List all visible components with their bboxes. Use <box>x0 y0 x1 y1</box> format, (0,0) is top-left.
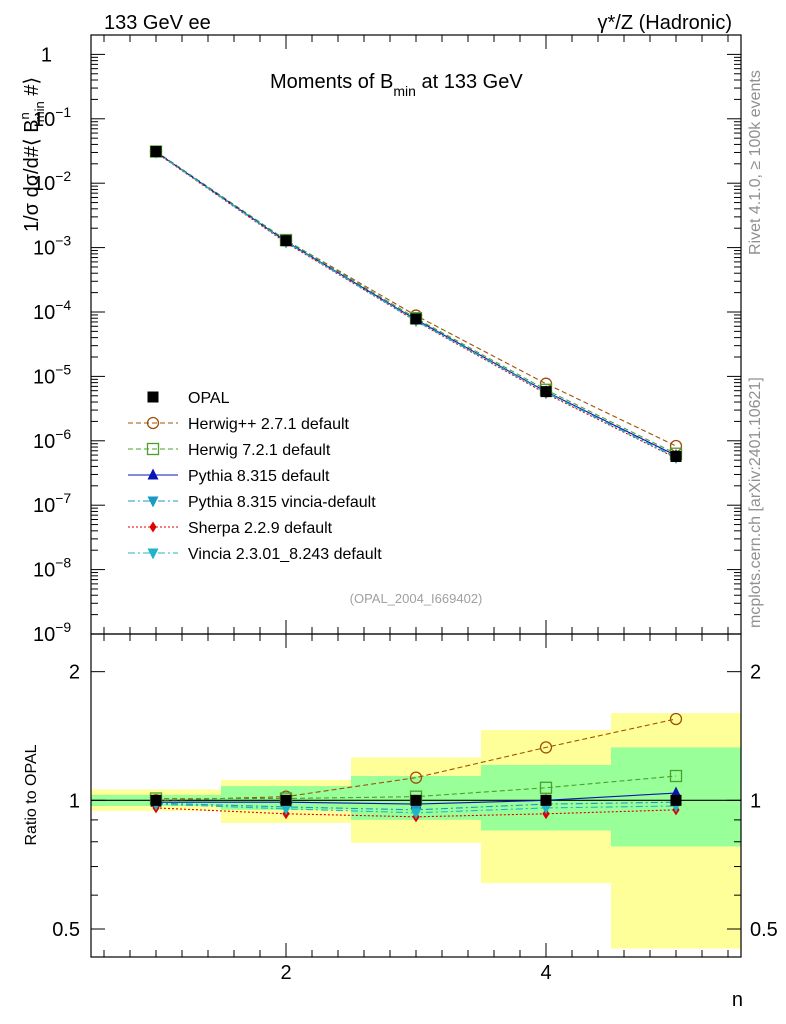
main-line-sherpa-2-2-9-default <box>155 152 677 459</box>
legend-marker <box>147 496 159 508</box>
ratio-y-tick-label: 0.5 <box>52 919 80 941</box>
mcplots-label: mcplots.cern.ch [arXiv:2401.10621] <box>747 377 764 628</box>
y-tick-label: 10−7 <box>33 490 71 517</box>
ratio-point-herwig-2-7-1-default <box>409 771 423 784</box>
ratio-point-herwig-2-7-1-default <box>539 741 553 754</box>
y-tick-label: 10−8 <box>33 555 71 582</box>
main-line-vincia-2-3-01-8-243-default <box>155 151 677 459</box>
main-plot-frame <box>90 34 742 635</box>
legend-marker <box>147 391 159 403</box>
ratio-point-vincia-2-3-01-8-243-default <box>280 804 292 816</box>
ratio-point-herwig-2-7-1-default <box>669 712 683 726</box>
legend-marker <box>146 442 160 456</box>
ratio-point-vincia-2-3-01-8-243-default <box>410 808 422 820</box>
legend-marker <box>146 416 160 430</box>
ratio-point-opal <box>540 794 552 806</box>
legend-label: Pythia 8.315 vincia-default <box>188 494 376 511</box>
y-tick-label: 10−6 <box>33 426 71 453</box>
y-tick-label: 10−4 <box>33 297 71 324</box>
legend-marker <box>147 548 159 560</box>
legend-label: Herwig++ 2.7.1 default <box>188 416 350 433</box>
main-line-herwig-7-2-1-default <box>155 151 677 455</box>
ratio-point-vincia-2-3-01-8-243-default <box>540 803 552 815</box>
legend: OPAL Herwig++ 2.7.1 default Herwig 7.2.1 d… <box>128 390 382 563</box>
ratio-y-tick-label-right: 0.5 <box>750 919 778 941</box>
ratio-y-tick-label: 2 <box>69 662 80 684</box>
legend-label: Sherpa 2.2.9 default <box>188 520 333 537</box>
ratio-point-opal <box>280 794 292 806</box>
legend-marker <box>149 521 157 533</box>
ratio-point-pythia-8-315-default <box>670 786 682 798</box>
header-right-label: γ*/Z (Hadronic) <box>598 12 732 34</box>
ratio-y-tick-label-right: 2 <box>750 662 761 684</box>
legend-label: Vincia 2.3.01_8.243 default <box>188 546 382 563</box>
x-tick-label: 4 <box>540 962 551 984</box>
main-y-axis-label: 1/σ dσ/d#⟨ Bnmin #⟩ <box>17 77 47 232</box>
main-point-opal <box>410 313 422 325</box>
y-tick-label: 1 <box>41 44 52 66</box>
y-tick-label: 10−9 <box>33 619 71 646</box>
y-tick-label: 10−5 <box>33 361 71 388</box>
axes: 2 4 1 10−1 10−2 10−3 10−4 10−5 10−6 10−7 10−8 10−9 2… <box>33 34 778 984</box>
main-point-opal <box>670 451 682 463</box>
ratio-point-opal <box>670 794 682 806</box>
legend-label: OPAL <box>188 390 230 407</box>
main-plot-title: Moments of Bmin at 133 GeV <box>270 71 523 99</box>
main-point-opal <box>540 386 552 398</box>
rivet-version-label: Rivet 4.1.0, ≥ 100k events <box>747 70 764 255</box>
main-line-herwig-2-7-1-default <box>155 151 677 447</box>
ratio-y-tick-label: 1 <box>69 790 80 812</box>
legend-label: Pythia 8.315 default <box>188 468 330 485</box>
main-point-opal <box>150 146 162 158</box>
ratio-point-opal <box>150 794 162 806</box>
data-series <box>149 145 683 823</box>
header-left-label: 133 GeV ee <box>104 12 211 34</box>
legend-marker <box>147 468 159 480</box>
ratio-point-opal <box>410 794 422 806</box>
ratio-y-tick-label-right: 1 <box>750 790 761 812</box>
analysis-reference-label: (OPAL_2004_I669402) <box>350 591 483 606</box>
main-point-opal <box>280 235 292 247</box>
y-tick-label: 10−2 <box>33 168 71 195</box>
y-tick-label: 10−3 <box>33 233 71 260</box>
main-line-pythia-8-315-default <box>155 151 677 457</box>
x-axis-label: n <box>732 989 743 1011</box>
ratio-point-herwig-7-2-1-default <box>669 769 683 783</box>
main-line-pythia-8-315-vincia-default <box>155 151 677 458</box>
ratio-point-herwig-7-2-1-default <box>539 781 553 794</box>
legend-label: Herwig 7.2.1 default <box>188 442 331 459</box>
y-tick-label: 10−1 <box>33 104 71 131</box>
ratio-y-axis-label: Ratio to OPAL <box>23 744 40 845</box>
ratio-uncertainty-bands <box>91 713 741 949</box>
x-tick-label: 2 <box>280 962 291 984</box>
